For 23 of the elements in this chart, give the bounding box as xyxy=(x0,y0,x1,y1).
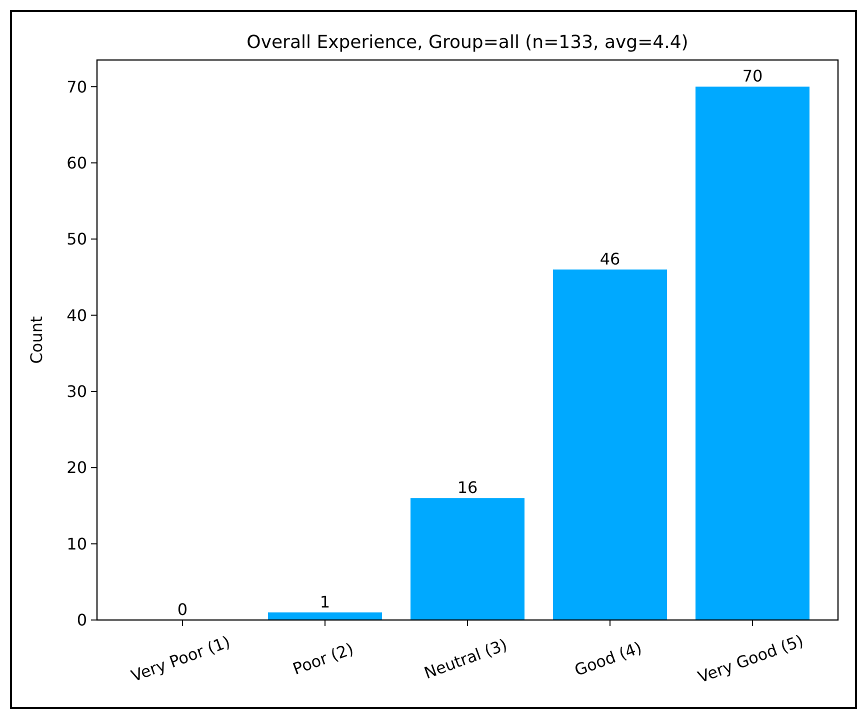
data-label: 70 xyxy=(742,66,763,86)
bar xyxy=(696,86,810,620)
x-tick-label: Good (4) xyxy=(572,638,644,680)
bar xyxy=(268,612,382,620)
data-label: 1 xyxy=(320,592,330,612)
data-label: 0 xyxy=(177,600,188,619)
y-tick-label: 0 xyxy=(76,610,87,630)
y-tick-label: 60 xyxy=(66,153,87,172)
chart-title: Overall Experience, Group=all (n=133, avg=4.4) xyxy=(246,32,688,53)
y-axis-title: Count xyxy=(27,316,46,364)
x-tick-label: Very Poor (1) xyxy=(128,632,233,686)
y-tick-label: 30 xyxy=(66,382,87,402)
x-tick-label: Poor (2) xyxy=(290,639,356,679)
y-tick-label: 20 xyxy=(66,458,87,478)
y-tick-label: 50 xyxy=(66,230,87,249)
data-label: 16 xyxy=(457,478,478,498)
x-tick-label: Very Good (5) xyxy=(695,630,806,687)
y-tick-label: 40 xyxy=(66,306,87,325)
y-tick-label: 10 xyxy=(66,534,87,554)
y-tick-label: 70 xyxy=(66,77,87,96)
bar xyxy=(553,270,667,620)
bar xyxy=(410,498,524,620)
data-label: 46 xyxy=(600,250,620,269)
